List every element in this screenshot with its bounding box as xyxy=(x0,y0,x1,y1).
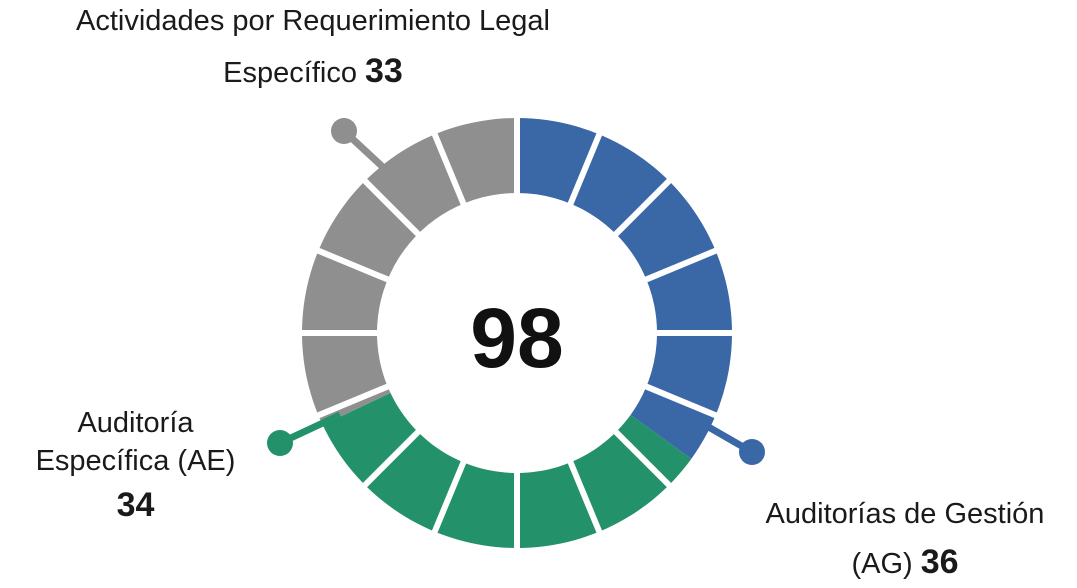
leader-dot xyxy=(739,439,765,465)
category-label: Actividades por Requerimiento Legal Espe… xyxy=(76,5,550,89)
segment-gap xyxy=(612,428,673,489)
segment-gap xyxy=(643,247,719,283)
donut-arc xyxy=(301,118,517,426)
segment-gap xyxy=(431,131,467,207)
segment-gap xyxy=(643,383,719,419)
segment-gap xyxy=(612,177,673,238)
value-label: 33 xyxy=(365,52,403,90)
segment-gap xyxy=(567,131,603,207)
label-green: Auditoría Específica (AE) 34 xyxy=(18,404,253,530)
leader-dot xyxy=(331,118,357,144)
segment-gap xyxy=(361,428,422,489)
value-label: 34 xyxy=(116,486,155,524)
total: 98 xyxy=(470,291,563,385)
value-label: 36 xyxy=(920,543,959,581)
segment-gap xyxy=(315,383,391,419)
leader-dot xyxy=(267,430,293,456)
segment-gap xyxy=(567,459,603,535)
category-label: Auditoría Específica (AE) xyxy=(35,407,236,477)
label-blue: Auditorías de Gestión (AG) 36 xyxy=(735,490,1075,588)
segment-gap xyxy=(315,247,391,283)
segment-gap xyxy=(431,459,467,535)
segment-gap xyxy=(361,177,422,238)
label-gray: Actividades por Requerimiento Legal Espe… xyxy=(48,0,578,98)
category-label: Auditorías de Gestión (AG) xyxy=(765,498,1045,580)
